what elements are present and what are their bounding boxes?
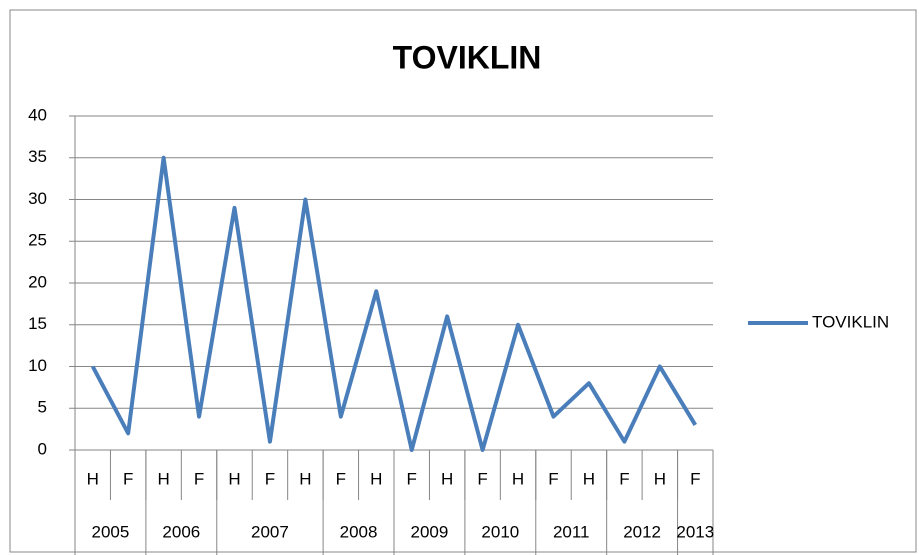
group-label: 2005	[92, 522, 130, 541]
group-label: 2012	[623, 522, 661, 541]
y-tick-label: 0	[38, 439, 47, 458]
x-tick-label: H	[654, 469, 666, 488]
group-label: 2013	[676, 522, 714, 541]
x-tick-label: H	[583, 469, 595, 488]
group-label: 2007	[251, 522, 289, 541]
y-tick-label: 35	[28, 147, 47, 166]
y-tick-label: 40	[28, 105, 47, 124]
x-tick-label: F	[123, 469, 133, 488]
legend-label: TOVIKLIN	[812, 312, 889, 331]
group-label: 2010	[481, 522, 519, 541]
x-tick-label: H	[299, 469, 311, 488]
group-label: 2011	[553, 522, 590, 541]
y-tick-label: 25	[28, 231, 47, 250]
y-tick-label: 30	[28, 189, 47, 208]
chart-border	[9, 9, 917, 553]
x-tick-label: H	[441, 469, 453, 488]
x-tick-label: H	[157, 469, 169, 488]
data-line	[90, 155, 697, 452]
x-tick-label: F	[265, 469, 275, 488]
chart-title: TOVIKLIN	[393, 39, 542, 75]
x-tick-label: H	[512, 469, 524, 488]
x-tick-label: F	[407, 469, 417, 488]
x-tick-label: F	[477, 469, 487, 488]
y-tick-label: 15	[28, 314, 47, 333]
x-tick-label: H	[87, 469, 99, 488]
group-label: 2008	[340, 522, 378, 541]
y-tick-label: 10	[28, 356, 47, 375]
group-label: 2006	[162, 522, 200, 541]
x-tick-label: F	[690, 469, 700, 488]
group-label: 2009	[411, 522, 449, 541]
x-tick-label: H	[370, 469, 382, 488]
x-tick-label: F	[336, 469, 346, 488]
x-tick-label: H	[228, 469, 240, 488]
y-tick-label: 5	[38, 398, 47, 417]
x-tick-label: F	[194, 469, 204, 488]
x-tick-label: F	[548, 469, 558, 488]
y-tick-label: 20	[28, 272, 47, 291]
x-tick-label: F	[619, 469, 629, 488]
